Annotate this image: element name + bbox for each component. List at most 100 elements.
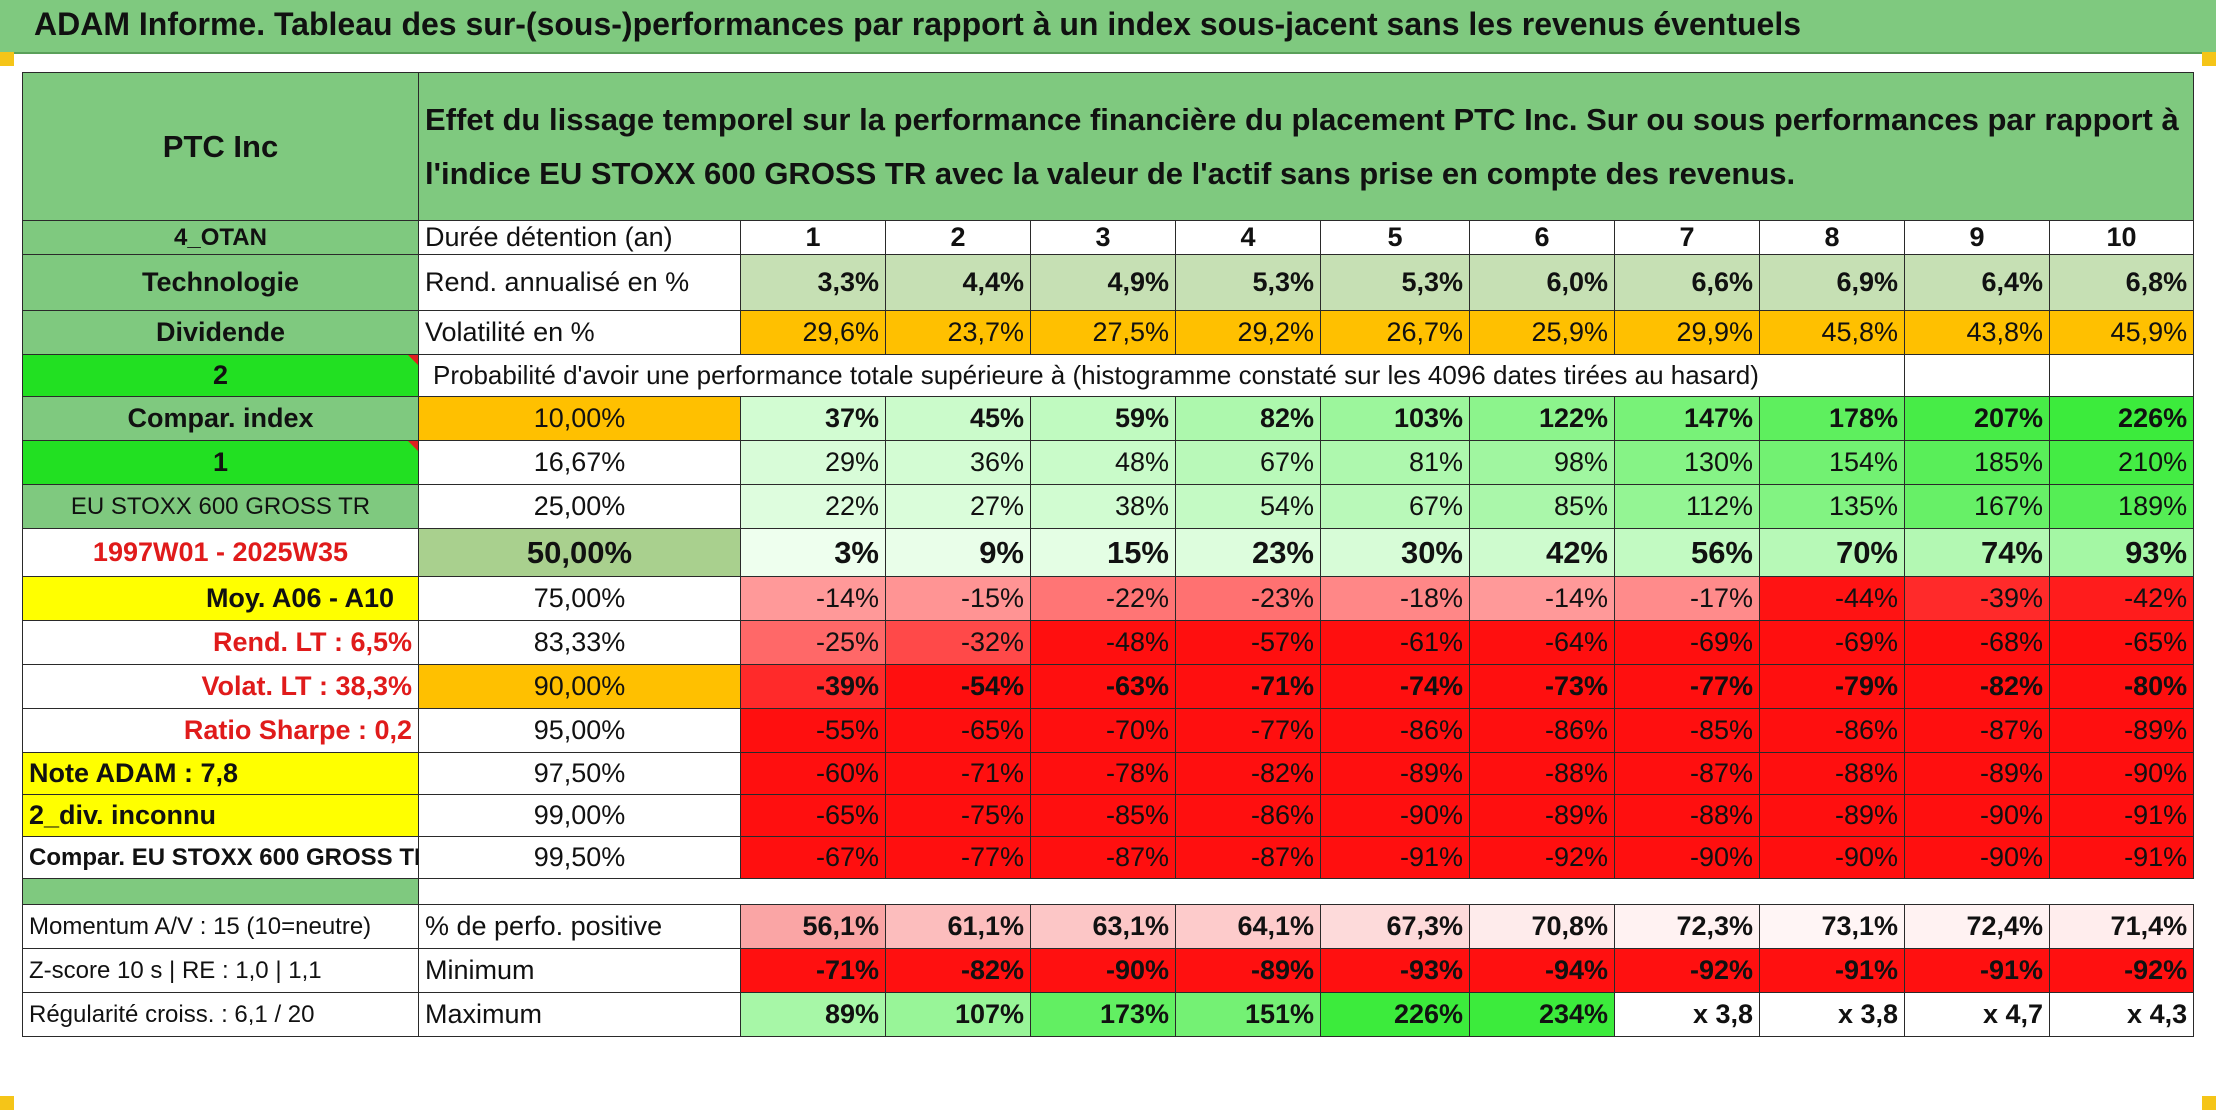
- prob-value: -90%: [1904, 794, 2050, 837]
- vol-value: 29,6%: [740, 310, 886, 355]
- quantile-value: 97,50%: [418, 752, 741, 795]
- prob-value: -90%: [1320, 794, 1470, 837]
- minimum-value: -71%: [740, 948, 886, 993]
- prob-value: -89%: [1759, 794, 1905, 837]
- corner-marker: [0, 1096, 14, 1110]
- prob-value: -57%: [1175, 620, 1321, 665]
- prob-value: 147%: [1614, 396, 1760, 441]
- prob-value: 82%: [1175, 396, 1321, 441]
- quantile-value: 99,00%: [418, 794, 741, 837]
- prob-value: -44%: [1759, 576, 1905, 621]
- prob-value: 112%: [1614, 484, 1760, 529]
- maximum-value: x 3,8: [1759, 992, 1905, 1037]
- prob-value: -32%: [885, 620, 1031, 665]
- sector-label: Technologie: [22, 254, 419, 311]
- table-row: 1997W01 - 2025W35 50,00% 3% 9% 15% 23% 30% 42% 5…: [22, 528, 2195, 577]
- prob-value: -90%: [2048, 752, 2195, 795]
- regularite-label: Régularité croiss. : 6,1 / 20: [22, 992, 419, 1037]
- table-row: Compar. index 10,00% 37% 45% 59% 82% 103% 122% 1…: [22, 396, 2195, 441]
- prob-value: -79%: [1759, 664, 1905, 709]
- prob-value: 30%: [1320, 528, 1470, 577]
- prob-value: -70%: [1030, 708, 1176, 753]
- prob-value: 74%: [1904, 528, 2050, 577]
- perfo-pos-value: 56,1%: [740, 904, 886, 949]
- prob-value: -89%: [1904, 752, 2050, 795]
- quantile-value: 83,33%: [418, 620, 741, 665]
- prob-value: -14%: [1469, 576, 1615, 621]
- year-header: 6: [1469, 220, 1615, 255]
- prob-value: -61%: [1320, 620, 1470, 665]
- prob-value: -67%: [740, 836, 886, 879]
- spacer-cell: [419, 879, 2194, 905]
- prob-value: 93%: [2048, 528, 2195, 577]
- prob-value: 130%: [1614, 440, 1760, 485]
- table-row: Momentum A/V : 15 (10=neutre)% de perfo.…: [22, 904, 2195, 949]
- perfo-pos-label: % de perfo. positive: [418, 904, 741, 949]
- prob-value: -82%: [1175, 752, 1321, 795]
- maximum-value: 107%: [885, 992, 1031, 1037]
- prob-value: 122%: [1469, 396, 1615, 441]
- minimum-value: -82%: [885, 948, 1031, 993]
- quantile-value: 10,00%: [418, 396, 741, 441]
- prob-value: -88%: [1614, 794, 1760, 837]
- prob-value: -65%: [885, 708, 1031, 753]
- table-row: Volat. LT : 38,3% 90,00% -39% -54% -63% -71% -…: [22, 664, 2195, 709]
- div-inconnu-label: 2_div. inconnu: [22, 794, 419, 837]
- prob-value: 38%: [1030, 484, 1176, 529]
- table-description: Effet du lissage temporel sur la perform…: [417, 72, 2195, 221]
- prob-value: -39%: [740, 664, 886, 709]
- prob-value: 3%: [740, 528, 886, 577]
- quantile-value: 95,00%: [418, 708, 741, 753]
- moy-label: Moy. A06 - A10: [22, 576, 419, 621]
- maximum-value: 226%: [1320, 992, 1470, 1037]
- prob-value: -71%: [1175, 664, 1321, 709]
- table-row: EU STOXX 600 GROSS TR 25,00% 22% 27% 38% 54% 6…: [22, 484, 2195, 529]
- prob-value: 185%: [1904, 440, 2050, 485]
- perfo-pos-value: 61,1%: [885, 904, 1031, 949]
- maximum-value: x 4,7: [1904, 992, 2050, 1037]
- perfo-pos-value: 64,1%: [1175, 904, 1321, 949]
- momentum-label: Momentum A/V : 15 (10=neutre): [22, 904, 419, 949]
- rend-value: 5,3%: [1175, 254, 1321, 311]
- prob-value: 85%: [1469, 484, 1615, 529]
- prob-value: 81%: [1320, 440, 1470, 485]
- prob-value: 178%: [1759, 396, 1905, 441]
- index-name-label: EU STOXX 600 GROSS TR: [22, 484, 419, 529]
- rend-value: 4,4%: [885, 254, 1031, 311]
- maximum-value: x 3,8: [1614, 992, 1760, 1037]
- vol-value: 45,9%: [2048, 310, 2195, 355]
- prob-value: -42%: [2048, 576, 2195, 621]
- table-row: Note ADAM : 7,8 97,50% -60% -71% -78% -82% -89…: [22, 752, 2195, 795]
- prob-value: 48%: [1030, 440, 1176, 485]
- empty-cell: [2048, 354, 2195, 397]
- prob-value: -65%: [740, 794, 886, 837]
- prob-value: 207%: [1904, 396, 2050, 441]
- prob-value: -88%: [1759, 752, 1905, 795]
- prob-value: -90%: [1614, 836, 1760, 879]
- prob-value: 210%: [2048, 440, 2195, 485]
- dividend-label: Dividende: [22, 310, 419, 355]
- table-row: Moy. A06 - A10 75,00% -14% -15% -22% -23% -18%…: [22, 576, 2195, 621]
- table-row: 4_OTAN Durée détention (an) 1 2 3 4 5 6 7 8 9 10: [22, 220, 2195, 255]
- rend-value: 6,8%: [2048, 254, 2195, 311]
- prob-value: -89%: [1320, 752, 1470, 795]
- perfo-pos-value: 72,4%: [1904, 904, 2050, 949]
- zscore-label: Z-score 10 s | RE : 1,0 | 1,1: [22, 948, 419, 993]
- minimum-value: -91%: [1904, 948, 2050, 993]
- rend-value: 3,3%: [740, 254, 886, 311]
- sharpe-label: Ratio Sharpe : 0,2: [22, 708, 419, 753]
- compar-full-label: Compar. EU STOXX 600 GROSS TR: [22, 836, 419, 879]
- prob-value: -80%: [2048, 664, 2195, 709]
- quantile-value: 75,00%: [418, 576, 741, 621]
- year-header: 5: [1320, 220, 1470, 255]
- prob-value: 103%: [1320, 396, 1470, 441]
- prob-value: -91%: [1320, 836, 1470, 879]
- perfo-pos-value: 71,4%: [2048, 904, 2195, 949]
- spacer-cell: [22, 878, 419, 905]
- maximum-value: 173%: [1030, 992, 1176, 1037]
- prob-value: -86%: [1175, 794, 1321, 837]
- vol-value: 29,9%: [1614, 310, 1760, 355]
- prob-value: 56%: [1614, 528, 1760, 577]
- table-row: 1 16,67% 29% 36% 48% 67% 81% 98% 130% 154% 185% 210…: [22, 440, 2195, 485]
- rend-value: 6,9%: [1759, 254, 1905, 311]
